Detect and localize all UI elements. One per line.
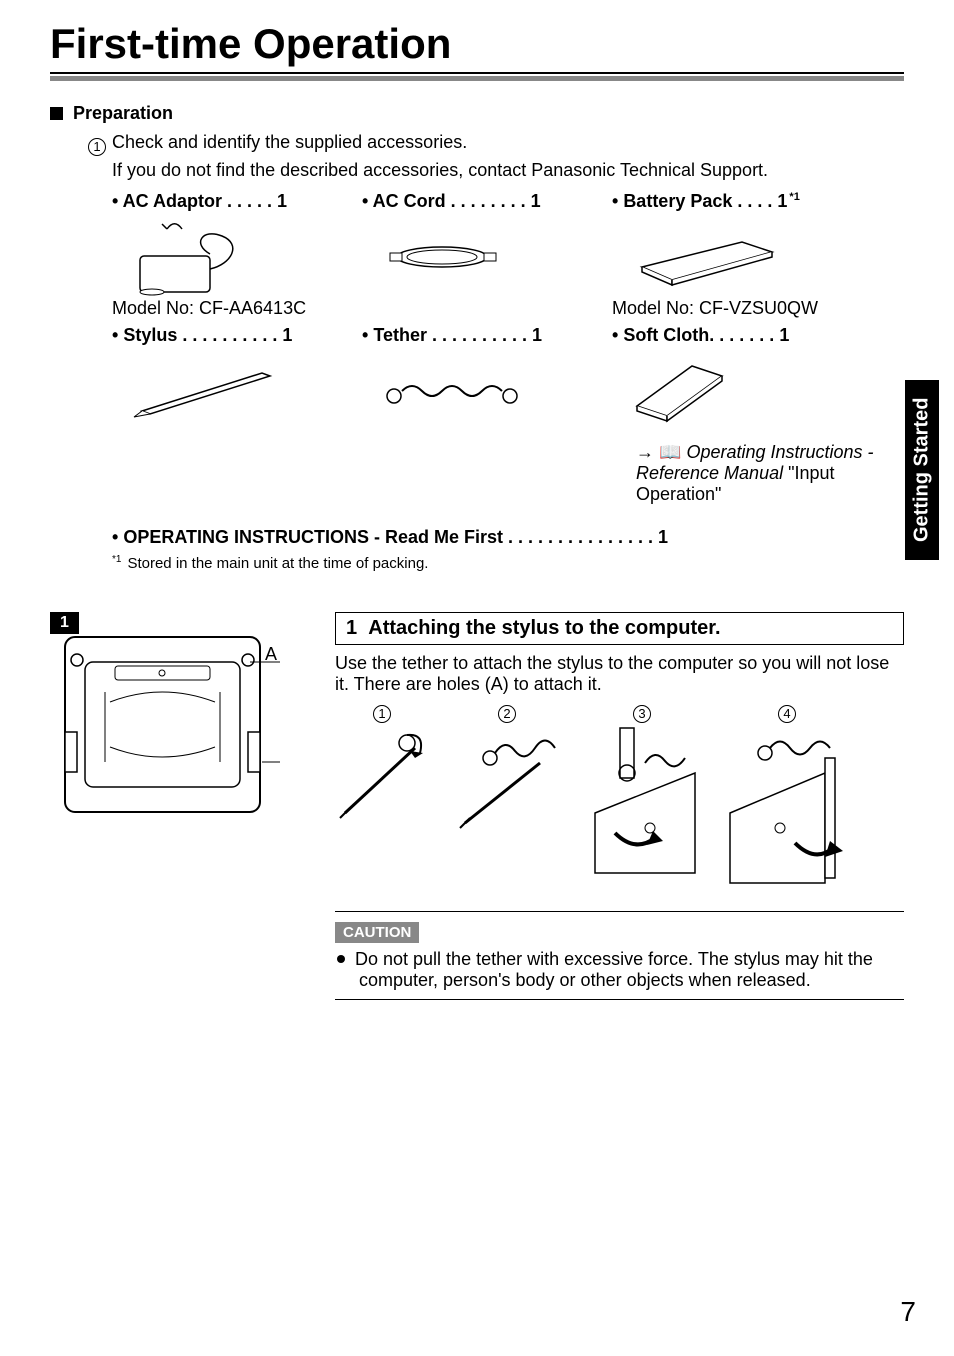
acc-model: Model No: CF-AA6413C [112,298,362,319]
step-title: Attaching the stylus to the computer. [368,617,720,639]
acc-qty: 1 [532,325,542,345]
acc-dots: . . . . . [222,191,277,211]
figure-number-badge: 1 [50,612,79,634]
intro-line-2: If you do not find the described accesso… [50,160,904,181]
acc-label: Battery Pack [623,191,732,211]
acc-ac-adaptor: • AC Adaptor . . . . . 1 Model No: CF-AA… [112,191,362,319]
figure-label-a: A [265,644,277,665]
acc-sup: *1 [789,191,799,203]
intro-line-1: 1 Check and identify the supplied accesso… [50,132,904,156]
operating-instructions-line: • OPERATING INSTRUCTIONS - Read Me First… [50,527,904,548]
page-number: 7 [900,1296,916,1328]
substep-3: 3 [585,705,705,893]
footnote-text: Stored in the main unit at the time of p… [127,555,428,572]
acc-stylus: • Stylus . . . . . . . . . . 1 [112,325,362,505]
page-title: First-time Operation [50,20,904,74]
step-1-title-box: 1 Attaching the stylus to the computer. [335,612,904,645]
step-1-figure: 1 A [50,612,280,1000]
acc-qty: 1 [277,191,287,211]
acc-label: Soft Cloth [623,325,709,345]
step-1-area: 1 A 1 Attaching the stylus to the co [50,612,904,1000]
acc-qty: 1 [779,325,789,345]
bullet-icon [337,955,345,963]
acc-ac-cord: • AC Cord . . . . . . . . 1 [362,191,612,319]
circled-2-icon: 2 [498,705,516,723]
caution-body: Do not pull the tether with excessive fo… [335,943,904,999]
acc-qty: 1 [531,191,541,211]
acc-battery-pack: • Battery Pack . . . . 1*1 Model No: CF-… [612,191,882,319]
acc-model: Model No: CF-VZSU0QW [612,298,882,319]
reference-link: → 📖 Operating Instructions - Reference M… [612,442,882,505]
side-tab-getting-started: Getting Started [905,380,939,560]
acc-dots: . . . . . . . . [446,191,531,211]
substep-4-icon [725,723,855,893]
ac-adaptor-icon [122,214,282,300]
circled-3-icon: 3 [633,705,651,723]
divider [335,911,904,912]
circled-1-icon: 1 [88,138,106,156]
circled-1-icon: 1 [373,705,391,723]
footnote-mark: *1 [112,554,121,565]
step-substeps: 1 2 [335,705,904,893]
step-number: 1 [346,617,357,639]
substep-1: 1 [335,705,435,893]
section-heading-text: Preparation [73,103,173,123]
acc-dots: . . . . . . . . . . [427,325,532,345]
title-underline: First-time Operation [50,20,904,81]
divider [335,999,904,1000]
substep-4: 4 [725,705,855,893]
acc-qty: 1 [777,191,787,211]
tether-icon [372,366,522,416]
section-heading: Preparation [50,103,904,124]
acc-label: AC Adaptor [123,191,222,211]
substep-2: 2 [455,705,565,893]
acc-dots: . . . . [732,191,777,211]
square-bullet-icon [50,107,63,120]
circled-4-icon: 4 [778,705,796,723]
intro-text-1: Check and identify the supplied accessor… [112,132,467,152]
acc-dots: . . . . . . . . . . [177,325,282,345]
accessories-grid: • AC Adaptor . . . . . 1 Model No: CF-AA… [50,191,904,505]
acc-tether: • Tether . . . . . . . . . . 1 [362,325,612,505]
footnote: *1 Stored in the main unit at the time of… [50,554,904,572]
acc-label: Stylus [123,325,177,345]
step-body-text: Use the tether to attach the stylus to t… [335,653,904,695]
battery-pack-icon [622,222,782,292]
acc-dots: . . . . . . . [709,325,779,345]
caution-text: Do not pull the tether with excessive fo… [355,949,873,990]
soft-cloth-icon [622,356,732,426]
acc-label: Tether [373,325,427,345]
caution-label: CAUTION [335,922,419,943]
oi-text: OPERATING INSTRUCTIONS - Read Me First .… [123,527,668,547]
substep-2-icon [455,723,565,833]
acc-label: AC Cord [373,191,446,211]
step-1-content: 1 Attaching the stylus to the computer. … [280,612,904,1000]
stylus-icon [122,361,282,421]
ac-cord-icon [372,237,512,277]
acc-qty: 1 [282,325,292,345]
book-icon: 📖 [659,442,686,462]
acc-soft-cloth: • Soft Cloth. . . . . . . 1 → 📖 Operatin… [612,325,882,505]
substep-3-icon [585,723,705,883]
substep-1-icon [335,723,435,833]
arrow-icon: → [636,442,659,462]
tablet-back-icon [50,612,280,822]
